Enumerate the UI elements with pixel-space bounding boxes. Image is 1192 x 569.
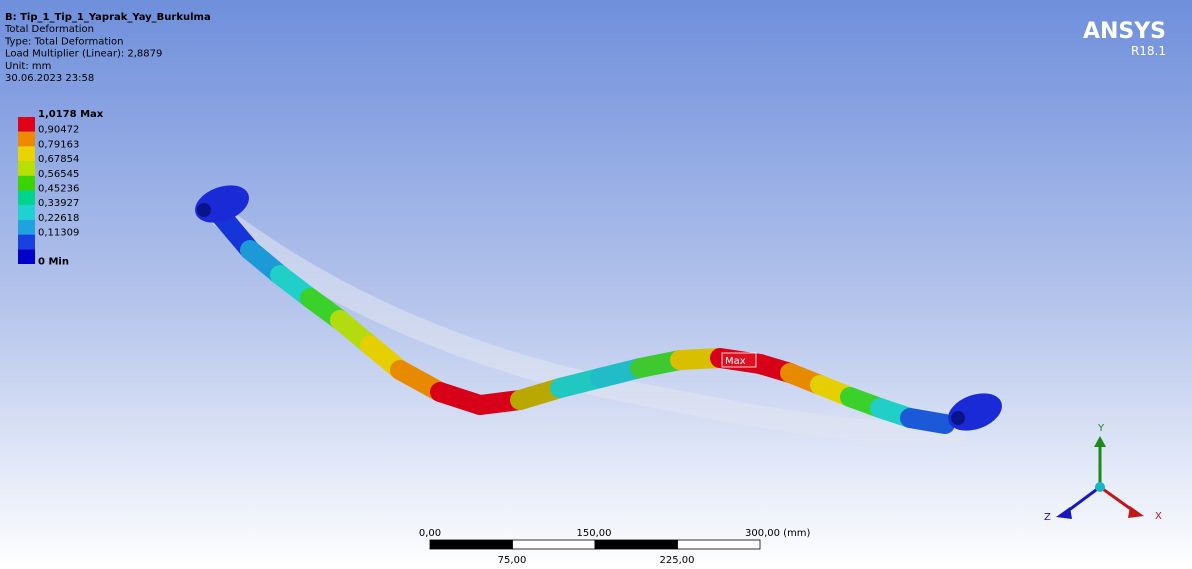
legend-label: 0,79163 xyxy=(38,139,79,150)
label-x: X xyxy=(1155,511,1162,522)
legend-swatch xyxy=(18,220,35,235)
header-line: Type: Total Deformation xyxy=(4,36,124,47)
logo: ANSYS xyxy=(1083,19,1166,44)
legend-swatch xyxy=(18,191,35,206)
deformed-segment xyxy=(910,418,945,424)
legend-label: 0,45236 xyxy=(38,184,79,195)
legend-label: 0,33927 xyxy=(38,198,79,209)
scale-block xyxy=(595,540,678,549)
header-line: Load Multiplier (Linear): 2,8879 xyxy=(5,49,162,60)
legend-swatch xyxy=(18,117,35,132)
scale-block xyxy=(513,540,596,549)
label-z: Z xyxy=(1044,512,1051,523)
scale-block xyxy=(678,540,761,549)
eye-left-hole xyxy=(197,203,211,217)
header-line: Unit: mm xyxy=(5,61,51,72)
label-y: Y xyxy=(1097,423,1105,434)
legend-swatch xyxy=(18,235,35,250)
legend-label: 0,22618 xyxy=(38,213,79,224)
legend-swatch xyxy=(18,132,35,147)
legend-label: 0,56545 xyxy=(38,169,79,180)
legend-swatch xyxy=(18,249,35,264)
legend-swatch xyxy=(18,176,35,191)
legend-label: 0 Min xyxy=(38,256,69,267)
legend-swatch xyxy=(18,161,35,176)
scale-label: 150,00 xyxy=(577,528,612,539)
legend-swatch xyxy=(18,205,35,220)
legend-label: 0,67854 xyxy=(38,154,79,165)
title: B: Tip_1_Tip_1_Yaprak_Yay_Burkulma xyxy=(5,12,211,23)
version: R18.1 xyxy=(1131,44,1166,58)
header-line: Total Deformation xyxy=(4,24,94,35)
scale-label: 75,00 xyxy=(498,555,527,566)
legend-label: 0,90472 xyxy=(38,125,79,136)
origin xyxy=(1095,482,1105,492)
scale-block xyxy=(430,540,513,549)
viewport: B: Tip_1_Tip_1_Yaprak_Yay_Burkulma Total… xyxy=(0,0,1192,569)
scale-label: 300,00 (mm) xyxy=(745,528,811,539)
legend-swatch xyxy=(18,146,35,161)
probe-label: Max xyxy=(725,356,746,367)
background xyxy=(0,0,1192,569)
scale-label: 0,00 xyxy=(419,528,441,539)
scale-label: 225,00 xyxy=(660,555,695,566)
legend-label: 0,11309 xyxy=(38,228,79,239)
eye-right-hole xyxy=(951,411,965,425)
legend-label: 1,0178 Max xyxy=(38,109,104,120)
header-line: 30.06.2023 23:58 xyxy=(5,73,94,84)
